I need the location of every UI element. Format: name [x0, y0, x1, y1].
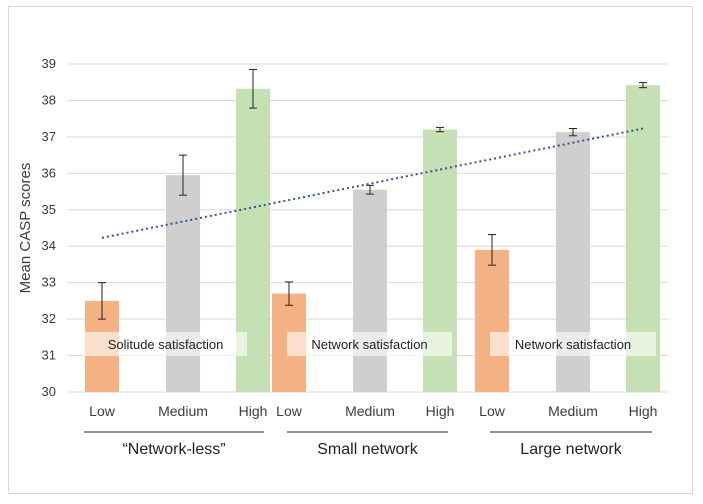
y-tick-label: 38: [42, 92, 56, 107]
x-category-label: Low: [89, 403, 116, 419]
x-category-label: Low: [276, 403, 303, 419]
annotation-box: [84, 332, 247, 356]
bar: [475, 249, 509, 392]
group-label: Small network: [317, 441, 418, 458]
y-tick-label: 31: [42, 348, 56, 363]
x-category-label: Medium: [158, 403, 208, 419]
y-tick-label: 30: [42, 384, 56, 399]
y-tick-label: 32: [42, 311, 56, 326]
y-tick-label: 34: [42, 238, 56, 253]
bar: [166, 175, 200, 392]
x-category-label: High: [629, 403, 658, 419]
x-category-label: Medium: [548, 403, 598, 419]
annotation-label: Network satisfaction: [515, 337, 631, 352]
y-tick-label: 36: [42, 165, 56, 180]
x-category-label: Medium: [345, 403, 395, 419]
annotation-box: [490, 332, 656, 356]
annotation-box: [287, 332, 452, 356]
trendline: [101, 127, 644, 239]
y-tick-label: 37: [42, 129, 56, 144]
x-category-label: High: [426, 403, 455, 419]
y-tick-label: 39: [42, 56, 56, 71]
bar: [353, 189, 387, 392]
y-tick-label: 33: [42, 275, 56, 290]
group-label: Large network: [520, 441, 622, 458]
annotation-label: Solitude satisfaction: [108, 337, 224, 352]
annotation-label: Network satisfaction: [311, 337, 427, 352]
y-axis-title: Mean CASP scores: [17, 163, 34, 294]
y-tick-label: 35: [42, 202, 56, 217]
x-category-label: Low: [479, 403, 506, 419]
group-label: “Network-less”: [122, 441, 225, 458]
x-category-label: High: [239, 403, 268, 419]
